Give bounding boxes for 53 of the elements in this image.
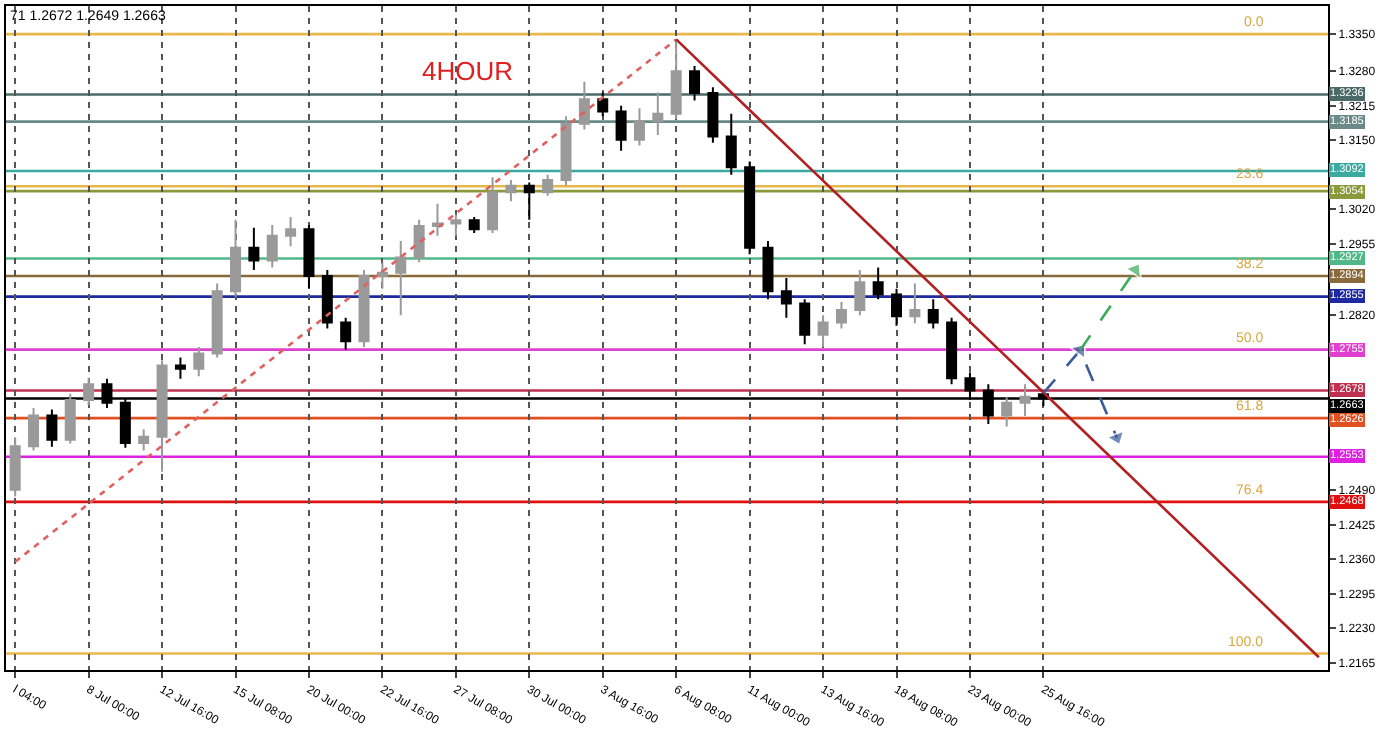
- candlestick: [83, 376, 95, 407]
- candlestick: [872, 266, 884, 301]
- candlestick: [46, 408, 58, 448]
- candlestick: [156, 359, 168, 473]
- candlestick: [597, 91, 609, 118]
- candlestick: [413, 218, 425, 264]
- candlestick: [230, 218, 242, 298]
- annotation: 4HOUR: [422, 56, 514, 86]
- candlestick: [633, 107, 645, 147]
- candlestick: [909, 282, 921, 325]
- candlestick: [725, 112, 737, 176]
- candlestick: [652, 91, 664, 136]
- candlestick: [1001, 396, 1013, 428]
- candlestick: [578, 80, 590, 131]
- candlestick: [542, 173, 554, 197]
- candlestick: [395, 239, 407, 317]
- candlestick: [303, 224, 315, 290]
- candlestick: [468, 216, 480, 234]
- candlestick: [28, 407, 40, 452]
- candlestick: [1019, 383, 1031, 417]
- candlestick: [670, 38, 682, 120]
- candlestick: [431, 202, 443, 237]
- candlestick: [780, 277, 792, 319]
- candlestick: [854, 269, 866, 317]
- candlestick: [835, 300, 847, 330]
- candlestick: [707, 86, 719, 144]
- candlestick: [340, 316, 352, 351]
- candlestick: [266, 224, 278, 269]
- candlestick: [487, 176, 499, 234]
- candlestick: [689, 64, 701, 102]
- candlestick: [138, 428, 150, 452]
- candlestick: [358, 269, 370, 349]
- candlestick: [193, 346, 205, 378]
- candlestick: [946, 316, 958, 386]
- candlestick: [817, 314, 829, 349]
- candlestick: [174, 356, 186, 380]
- candlestick: [799, 298, 811, 346]
- candlestick: [762, 239, 774, 301]
- candlestick: [927, 298, 939, 330]
- candlestick: [450, 213, 462, 237]
- candlestick: [744, 160, 756, 256]
- candlestick: [891, 287, 903, 327]
- candlestick: [9, 436, 21, 498]
- candlestick: [376, 261, 388, 290]
- candlestick: [523, 181, 535, 221]
- candlestick: [615, 104, 627, 152]
- candlestick: [64, 392, 76, 445]
- candlestick: [211, 282, 223, 359]
- candlestick: [285, 216, 297, 248]
- candlestick: [248, 226, 260, 272]
- candlestick: [505, 178, 517, 203]
- candlestick: [321, 269, 333, 330]
- candlestick: [560, 115, 572, 187]
